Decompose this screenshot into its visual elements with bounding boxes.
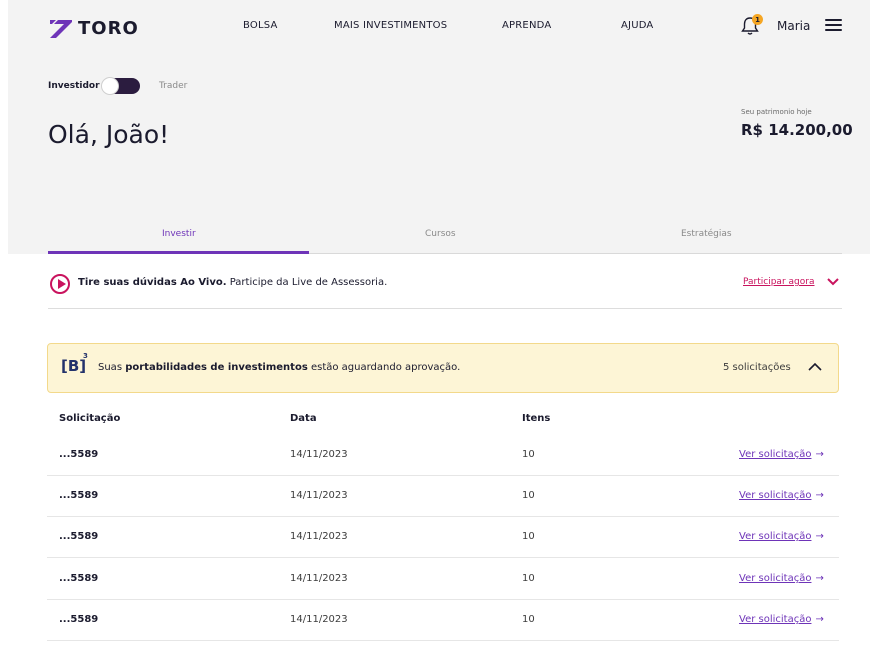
arrow-right-icon: → — [815, 573, 824, 584]
nav-ajuda[interactable]: AJUDA — [621, 20, 654, 31]
view-request-link[interactable]: Ver solicitação → — [739, 614, 824, 625]
request-date: 14/11/2023 — [290, 573, 348, 584]
mode-label-trader: Trader — [159, 81, 188, 91]
header-solicitacao: Solicitação — [59, 413, 121, 424]
table-row: ...5589 14/11/2023 10 Ver solicitação → — [47, 517, 839, 558]
table-row: ...5589 14/11/2023 10 Ver solicitação → — [47, 559, 839, 600]
live-banner-text: Tire suas dúvidas Ao Vivo. Participe da … — [78, 277, 387, 288]
view-request-label: Ver solicitação — [739, 490, 812, 501]
view-request-link[interactable]: Ver solicitação → — [739, 531, 824, 542]
alert-prefix: Suas — [98, 362, 126, 373]
mode-label-investidor: Investidor — [48, 81, 100, 91]
nav-bolsa[interactable]: BOLSA — [243, 20, 278, 31]
arrow-right-icon: → — [815, 531, 824, 542]
view-request-label: Ver solicitação — [739, 573, 812, 584]
nav-mais-investimentos[interactable]: MAIS INVESTIMENTOS — [334, 20, 448, 31]
request-id: ...5589 — [59, 573, 99, 584]
menu-line — [825, 19, 842, 21]
user-name[interactable]: Maria — [777, 19, 811, 33]
live-banner-bold: Tire suas dúvidas Ao Vivo. — [78, 277, 227, 288]
tab-cursos[interactable]: Cursos — [425, 229, 456, 239]
requests-count: 5 solicitações — [723, 362, 791, 373]
request-id: ...5589 — [59, 531, 99, 542]
live-banner-desc: Participe da Live de Assessoria. — [226, 277, 388, 288]
active-tab-indicator — [48, 251, 309, 254]
alert-suffix: estão aguardando aprovação. — [307, 362, 461, 373]
view-request-label: Ver solicitação — [739, 531, 812, 542]
patrimony-value: R$ 14.200,00 — [741, 121, 853, 139]
b3-logo-sup: 3 — [83, 352, 88, 360]
portability-alert: [B] 3 Suas portabilidades de investiment… — [47, 343, 839, 393]
request-date: 14/11/2023 — [290, 531, 348, 542]
request-items: 10 — [522, 449, 535, 460]
patrimony-label: Seu patrimonio hoje — [741, 108, 812, 116]
view-request-link[interactable]: Ver solicitação → — [739, 573, 824, 584]
menu-icon[interactable] — [825, 19, 842, 31]
header-itens: Itens — [522, 413, 551, 424]
hero-section — [8, 0, 870, 254]
participar-agora-link[interactable]: Participar agora — [743, 277, 815, 287]
menu-line — [825, 29, 842, 31]
tabs-divider — [309, 253, 842, 254]
menu-line — [825, 24, 842, 26]
mode-toggle[interactable] — [101, 77, 140, 95]
notification-badge: 1 — [752, 14, 763, 25]
view-request-link[interactable]: Ver solicitação → — [739, 490, 824, 501]
logo-mark-icon — [50, 19, 72, 38]
alert-bold: portabilidades de investimentos — [125, 362, 308, 373]
toggle-knob — [101, 77, 119, 95]
notifications-button[interactable]: 1 — [741, 14, 763, 36]
view-request-link[interactable]: Ver solicitação → — [739, 449, 824, 460]
table-row: ...5589 14/11/2023 10 Ver solicitação → — [47, 476, 839, 517]
play-icon[interactable] — [50, 274, 70, 294]
request-items: 10 — [522, 490, 535, 501]
header-data: Data — [290, 413, 317, 424]
tab-estrategias[interactable]: Estratégias — [681, 229, 732, 239]
request-items: 10 — [522, 573, 535, 584]
nav-aprenda[interactable]: APRENDA — [502, 20, 552, 31]
view-request-label: Ver solicitação — [739, 449, 812, 460]
request-id: ...5589 — [59, 490, 99, 501]
arrow-right-icon: → — [815, 490, 824, 501]
b3-logo-icon: [B] — [61, 357, 87, 375]
arrow-right-icon: → — [815, 449, 824, 460]
request-items: 10 — [522, 614, 535, 625]
live-banner: Tire suas dúvidas Ao Vivo. Participe da … — [48, 265, 842, 309]
toro-logo[interactable]: TORO — [50, 18, 139, 39]
request-id: ...5589 — [59, 449, 99, 460]
view-request-label: Ver solicitação — [739, 614, 812, 625]
tab-investir[interactable]: Investir — [162, 229, 196, 239]
request-date: 14/11/2023 — [290, 614, 348, 625]
request-items: 10 — [522, 531, 535, 542]
request-id: ...5589 — [59, 614, 99, 625]
greeting-title: Olá, João! — [48, 120, 170, 149]
table-row: ...5589 14/11/2023 10 Ver solicitação → — [47, 435, 839, 476]
logo-text: TORO — [78, 18, 139, 39]
chevron-down-icon[interactable] — [827, 276, 839, 288]
arrow-right-icon: → — [815, 614, 824, 625]
table-row: ...5589 14/11/2023 10 Ver solicitação → — [47, 600, 839, 641]
request-date: 14/11/2023 — [290, 490, 348, 501]
chevron-up-icon[interactable] — [808, 361, 822, 373]
request-date: 14/11/2023 — [290, 449, 348, 460]
alert-message: Suas portabilidades de investimentos est… — [98, 362, 460, 373]
